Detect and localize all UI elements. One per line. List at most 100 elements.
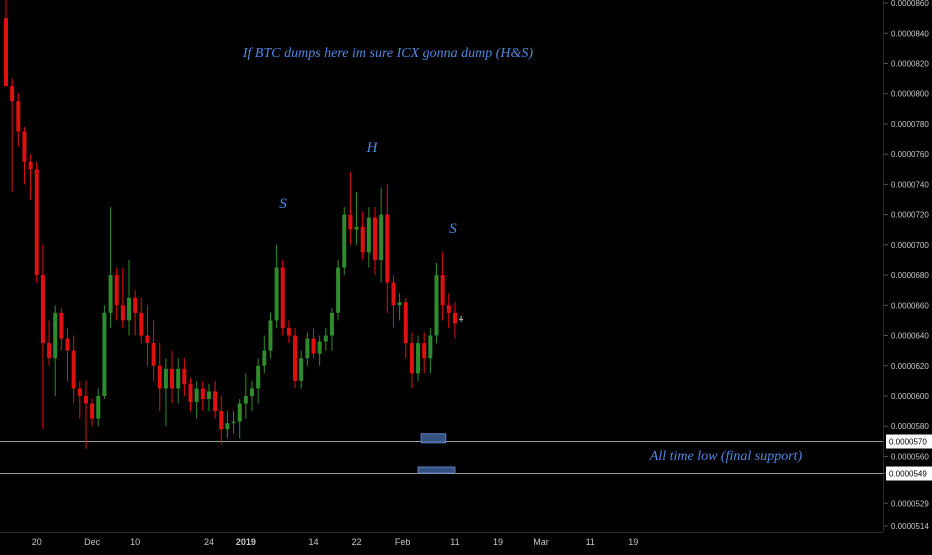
candle-body <box>225 423 230 430</box>
candle-body <box>434 275 439 336</box>
y-tick-label: 0.0000720 <box>891 211 929 220</box>
y-tick-label: 0.0000840 <box>891 29 929 38</box>
candle-body <box>102 312 107 396</box>
candle-body <box>71 350 76 389</box>
candle-body <box>237 403 242 422</box>
candle-body <box>329 312 334 336</box>
candle-body <box>133 297 138 313</box>
candle-body <box>170 368 175 389</box>
candle-body <box>373 217 377 260</box>
y-tick-label: 0.0000600 <box>891 392 929 401</box>
price-level-tag <box>886 434 932 449</box>
candle-body <box>182 368 187 384</box>
y-tick-label: 0.0000560 <box>891 452 929 461</box>
candle-body <box>256 365 261 389</box>
x-tick-label: 11 <box>586 537 595 547</box>
y-tick-label: 0.0000514 <box>891 522 929 531</box>
candle-body <box>16 101 21 132</box>
y-tick-label: 0.0000820 <box>891 59 929 68</box>
candle-body <box>317 341 322 354</box>
support-zone <box>420 433 447 444</box>
candle-body <box>120 305 125 321</box>
y-tick-label: 0.0000800 <box>891 90 929 99</box>
y-tick-label: 0.0000740 <box>891 180 929 189</box>
candle-body <box>342 214 347 268</box>
candle-body <box>452 312 457 324</box>
candle-body <box>4 18 8 87</box>
x-tick-label: 22 <box>352 537 362 547</box>
candle-body <box>83 395 88 404</box>
candle-body <box>385 214 390 283</box>
candle-body <box>293 335 298 381</box>
candle-body <box>22 131 27 162</box>
candle-body <box>428 335 433 359</box>
right-shoulder-label: S <box>449 221 457 237</box>
candle-body <box>409 343 414 374</box>
candle-body <box>311 338 316 354</box>
y-tick-label: 0.0000700 <box>891 241 929 250</box>
x-tick-label: 19 <box>628 537 638 547</box>
candle-body <box>139 312 144 336</box>
x-axis: 20 Dec 10 24 2019 14 22 Feb 11 19 Mar 11 19 <box>0 532 883 547</box>
candle-body <box>34 169 39 276</box>
candles <box>4 0 464 449</box>
candle-body <box>268 320 273 351</box>
x-tick-label: Feb <box>395 537 411 547</box>
candle-body <box>145 335 150 344</box>
y-tick-label: 0.0000660 <box>891 301 929 310</box>
x-tick-label: Dec <box>84 537 101 547</box>
candle-body <box>305 338 310 359</box>
candle-body <box>348 214 353 230</box>
candle-body <box>90 403 95 419</box>
y-tick-label: 0.0000780 <box>891 120 929 129</box>
candle-body <box>127 297 131 321</box>
candle-body <box>274 267 279 321</box>
price-level-tag-label: 0.0000549 <box>889 470 927 479</box>
candle-body <box>397 302 402 306</box>
candle-body <box>213 391 218 412</box>
candle-body <box>459 318 464 320</box>
candle-body <box>188 383 193 403</box>
candle-body <box>28 161 33 170</box>
candle-body <box>440 275 445 306</box>
candle-body <box>40 275 45 344</box>
candle-body <box>354 226 359 230</box>
candle-body <box>231 421 236 424</box>
price-level-tag <box>886 466 932 481</box>
candle-body <box>65 338 70 351</box>
candle-body <box>53 312 58 359</box>
y-axis: 0.0000514 0.0000529 0.0000549 0.0000560 0.00… <box>883 0 929 532</box>
candle-body <box>360 226 365 253</box>
candle-body <box>299 358 304 381</box>
candle-body <box>403 302 408 344</box>
headline-annotation: If BTC dumps here im sure ICX gonna dump… <box>242 46 534 61</box>
support-annotation: All time low (final support) <box>649 449 803 464</box>
candle-body <box>151 343 156 366</box>
candle-body <box>422 343 427 359</box>
x-tick-label: 10 <box>130 537 140 547</box>
x-tick-label: 2019 <box>236 537 256 547</box>
price-level-tag-label: 0.0000570 <box>889 438 927 447</box>
x-tick-label: Mar <box>533 537 549 547</box>
candle-body <box>47 343 52 359</box>
candle-body <box>10 86 15 102</box>
x-tick-label: 20 <box>32 537 42 547</box>
x-tick-label: 24 <box>204 537 214 547</box>
x-tick-label: 14 <box>308 537 318 547</box>
candle-body <box>336 267 341 313</box>
candle-body <box>206 391 211 399</box>
candle-body <box>176 368 181 389</box>
candle-body <box>243 395 248 404</box>
candle-body <box>200 388 205 399</box>
candle-body <box>391 282 396 306</box>
candle-body <box>262 350 267 366</box>
support-zones <box>417 433 456 474</box>
y-tick-label: 0.0000529 <box>891 499 929 508</box>
candle-body <box>250 388 254 396</box>
candle-body <box>286 327 291 336</box>
y-tick-label: 0.0000620 <box>891 362 929 371</box>
candle-body <box>219 411 224 430</box>
